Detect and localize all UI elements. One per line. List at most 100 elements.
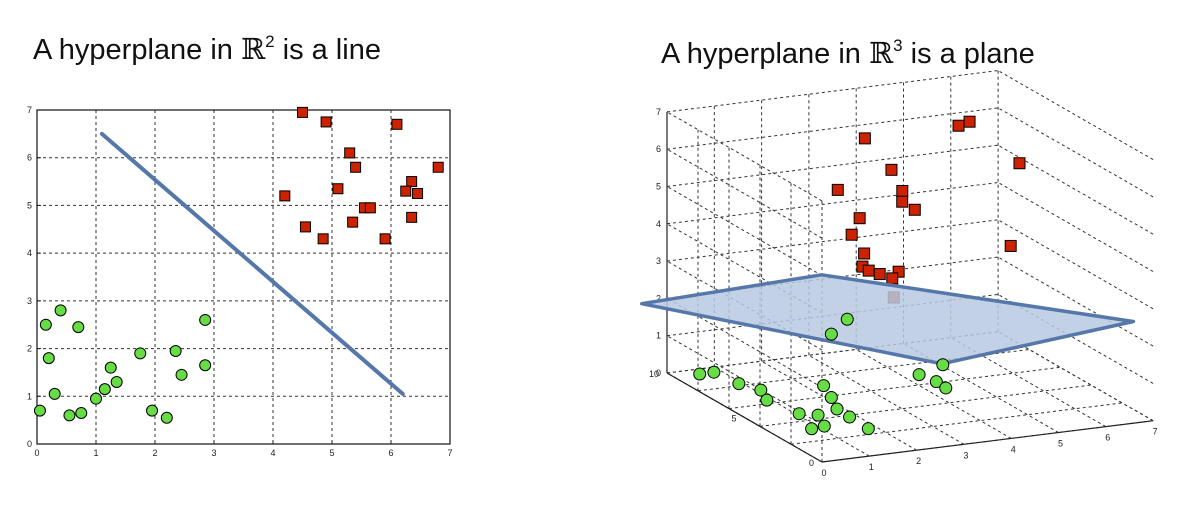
z-tick-label: 1 xyxy=(656,331,661,341)
data-point-square xyxy=(406,176,418,188)
y-tick-label: 1 xyxy=(27,391,32,401)
right-wall-grid-line xyxy=(997,219,1154,310)
x-axis xyxy=(821,420,1154,463)
chart-2d-scatter: 0 1 2 3 4 5 6 7 0 1 2 3 4 5 6 7 xyxy=(27,105,453,458)
data-point-square xyxy=(317,233,329,245)
data-point-square xyxy=(952,119,965,132)
x-tick-label: 5 xyxy=(1058,439,1063,449)
data-point-square xyxy=(892,265,905,278)
z-tick-label: 7 xyxy=(656,107,661,117)
data-point-square xyxy=(279,190,291,202)
data-point-square xyxy=(858,132,871,145)
floor-grid-line xyxy=(759,384,1092,427)
data-point-circle xyxy=(732,377,746,391)
data-point-circle xyxy=(824,327,838,341)
data-point-square xyxy=(896,184,909,197)
data-point-square xyxy=(379,233,391,245)
data-point-square xyxy=(873,268,886,281)
y-tick-label: 0 xyxy=(809,458,814,468)
x-tick-label: 6 xyxy=(388,448,393,458)
data-point-circle xyxy=(707,365,721,379)
data-point-circle xyxy=(754,383,768,397)
y-tick-label: 0 xyxy=(27,439,32,449)
x-tick-label: 3 xyxy=(211,448,216,458)
y-tick-label: 4 xyxy=(27,248,32,258)
x-tick-label: 4 xyxy=(1011,444,1016,454)
data-point-square xyxy=(400,185,412,197)
data-point-circle xyxy=(936,358,950,372)
data-point-circle xyxy=(90,392,102,405)
plot-frame xyxy=(36,109,451,445)
dimension-superscript: 2 xyxy=(265,32,275,51)
z-tick-label: 5 xyxy=(656,182,661,192)
data-point-circle xyxy=(39,318,52,331)
hyperplane-plane xyxy=(639,273,1136,366)
back-wall-grid-line xyxy=(666,70,999,113)
data-point-square xyxy=(344,147,356,159)
data-point-circle xyxy=(811,408,825,422)
data-point-circle xyxy=(840,312,854,326)
data-point-circle xyxy=(792,407,806,421)
data-point-square xyxy=(391,118,403,130)
z-tick-label: 6 xyxy=(656,144,661,154)
left-wall-grid-line xyxy=(666,148,823,239)
data-point-square xyxy=(412,188,424,199)
y-tick-label: 6 xyxy=(27,153,32,163)
x-tick-label: 4 xyxy=(270,448,275,458)
x-tick-label: 1 xyxy=(93,448,98,458)
data-point-square xyxy=(1013,157,1026,170)
data-point-circle xyxy=(175,368,188,381)
data-point-circle xyxy=(160,411,173,424)
data-point-square xyxy=(853,212,866,225)
right-wall-grid-line xyxy=(997,182,1154,272)
title-text: A hyperplane in xyxy=(661,38,869,70)
data-point-circle xyxy=(146,404,159,417)
data-point-circle xyxy=(33,404,46,417)
data-point-square xyxy=(885,163,898,176)
data-point-square xyxy=(963,115,976,128)
data-point-circle xyxy=(939,381,953,395)
data-point-circle xyxy=(134,347,147,360)
x-tick-label: 0 xyxy=(34,448,39,458)
data-point-square xyxy=(886,272,899,285)
data-point-circle xyxy=(760,393,774,407)
data-point-square xyxy=(862,264,875,277)
x-tick-label: 2 xyxy=(152,448,157,458)
data-point-square xyxy=(896,195,909,208)
back-wall-grid-line xyxy=(666,182,999,225)
real-space-symbol: ℝ xyxy=(868,36,894,70)
data-point-circle xyxy=(199,359,212,372)
y-axis xyxy=(666,372,823,463)
z-tick-label: 4 xyxy=(656,219,661,229)
data-point-square xyxy=(908,203,921,216)
data-point-square xyxy=(831,183,844,196)
floor-grid-line xyxy=(728,366,1061,410)
data-point-circle xyxy=(805,422,819,436)
title-text: A hyperplane in xyxy=(33,34,241,66)
x-tick-label: 7 xyxy=(1153,427,1158,437)
y-tick-label: 5 xyxy=(731,414,736,424)
y-tick-label: 5 xyxy=(27,200,32,210)
real-space-symbol: ℝ xyxy=(240,32,266,66)
data-point-circle xyxy=(42,352,55,365)
data-point-circle xyxy=(824,391,838,405)
data-point-square xyxy=(406,211,418,223)
z-tick-label: 2 xyxy=(656,293,661,303)
back-wall-grid-line xyxy=(666,144,999,187)
x-tick-label: 1 xyxy=(869,462,874,472)
z-tick-label: 0 xyxy=(656,368,661,378)
right-wall-grid-line xyxy=(997,107,1154,198)
data-point-square xyxy=(364,202,376,214)
data-point-circle xyxy=(817,379,831,393)
data-point-circle xyxy=(104,361,117,374)
data-point-circle xyxy=(98,383,111,396)
data-point-circle xyxy=(693,367,707,381)
y-tick-label: 2 xyxy=(27,344,32,354)
data-point-square xyxy=(297,106,308,118)
data-point-circle xyxy=(861,422,875,436)
x-tick-label: 0 xyxy=(821,468,826,478)
data-point-circle xyxy=(929,375,943,389)
data-point-square xyxy=(432,161,444,173)
data-point-circle xyxy=(843,410,857,424)
